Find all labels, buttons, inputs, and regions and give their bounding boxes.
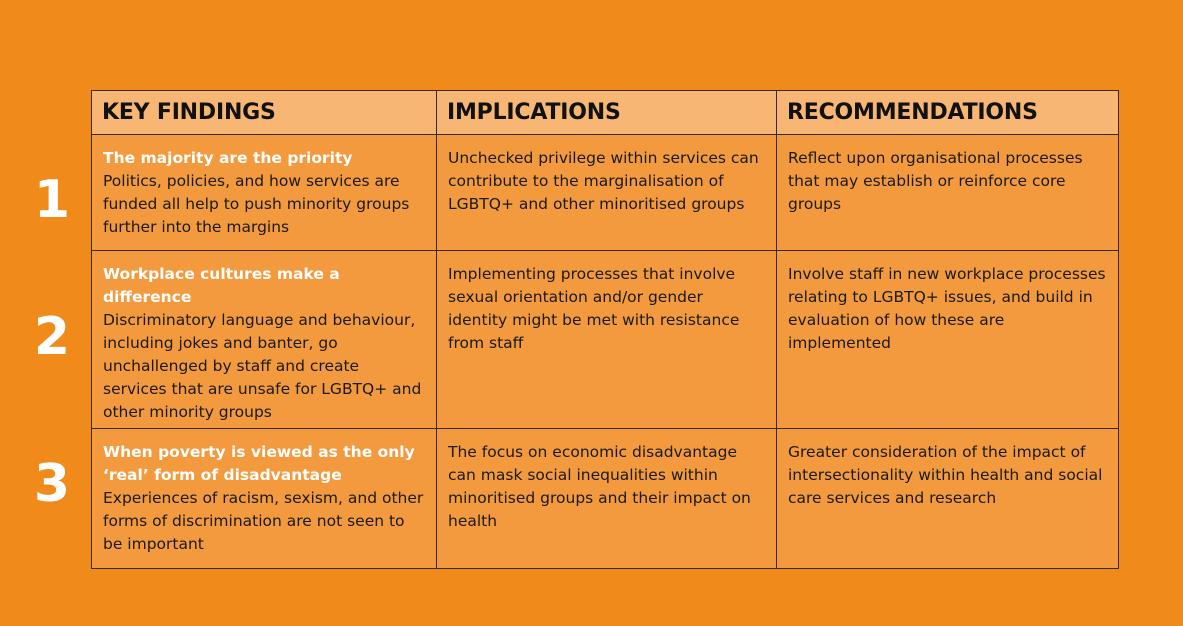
finding-title: When poverty is viewed as the only ‘real… [103, 443, 415, 484]
row-number-3: 3 [33, 454, 71, 514]
implication-cell: Implementing processes that involve sexu… [436, 250, 777, 429]
finding-cell: When poverty is viewed as the only ‘real… [91, 428, 437, 569]
recommendation-cell: Reflect upon organisational processes th… [776, 134, 1119, 251]
header-implications: IMPLICATIONS [436, 90, 777, 135]
recommendation-cell: Greater consideration of the impact of i… [776, 428, 1119, 569]
recommendation-cell: Involve staff in new workplace processes… [776, 250, 1119, 429]
finding-body: Politics, policies, and how services are… [103, 172, 410, 236]
table-row: When poverty is viewed as the only ‘real… [91, 428, 1119, 569]
finding-cell: The majority are the priority Politics, … [91, 134, 437, 251]
header-recommendations: RECOMMENDATIONS [776, 90, 1119, 135]
implication-cell: Unchecked privilege within services can … [436, 134, 777, 251]
header-key-findings: KEY FINDINGS [91, 90, 437, 135]
row-number-2: 2 [33, 307, 71, 367]
table-row: The majority are the priority Politics, … [91, 134, 1119, 251]
implication-cell: The focus on economic disadvantage can m… [436, 428, 777, 569]
finding-body: Experiences of racism, sexism, and other… [103, 489, 424, 553]
finding-cell: Workplace cultures make a difference Dis… [91, 250, 437, 429]
row-number-1: 1 [33, 170, 71, 230]
table-header-row: KEY FINDINGS IMPLICATIONS RECOMMENDATION… [91, 90, 1119, 135]
finding-body: Discriminatory language and behaviour, i… [103, 311, 422, 421]
findings-table: KEY FINDINGS IMPLICATIONS RECOMMENDATION… [91, 90, 1119, 569]
finding-title: The majority are the priority [103, 149, 353, 167]
finding-title: Workplace cultures make a difference [103, 265, 340, 306]
table-row: Workplace cultures make a difference Dis… [91, 250, 1119, 429]
